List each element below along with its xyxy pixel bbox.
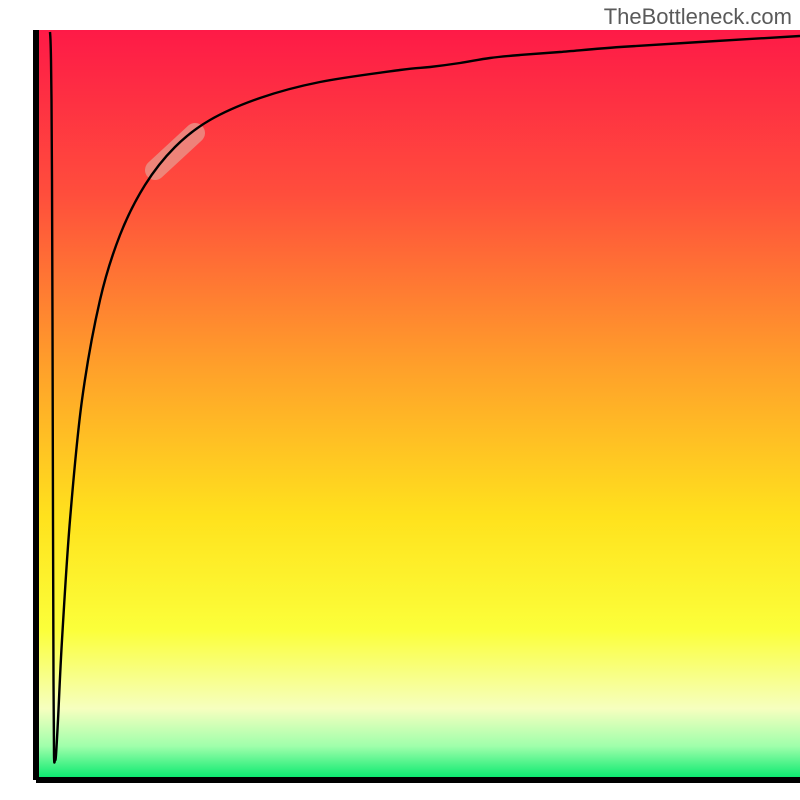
gradient-background (36, 30, 800, 780)
watermark-label: TheBottleneck.com (604, 4, 792, 30)
bottleneck-chart (0, 0, 800, 800)
chart-container: TheBottleneck.com (0, 0, 800, 800)
